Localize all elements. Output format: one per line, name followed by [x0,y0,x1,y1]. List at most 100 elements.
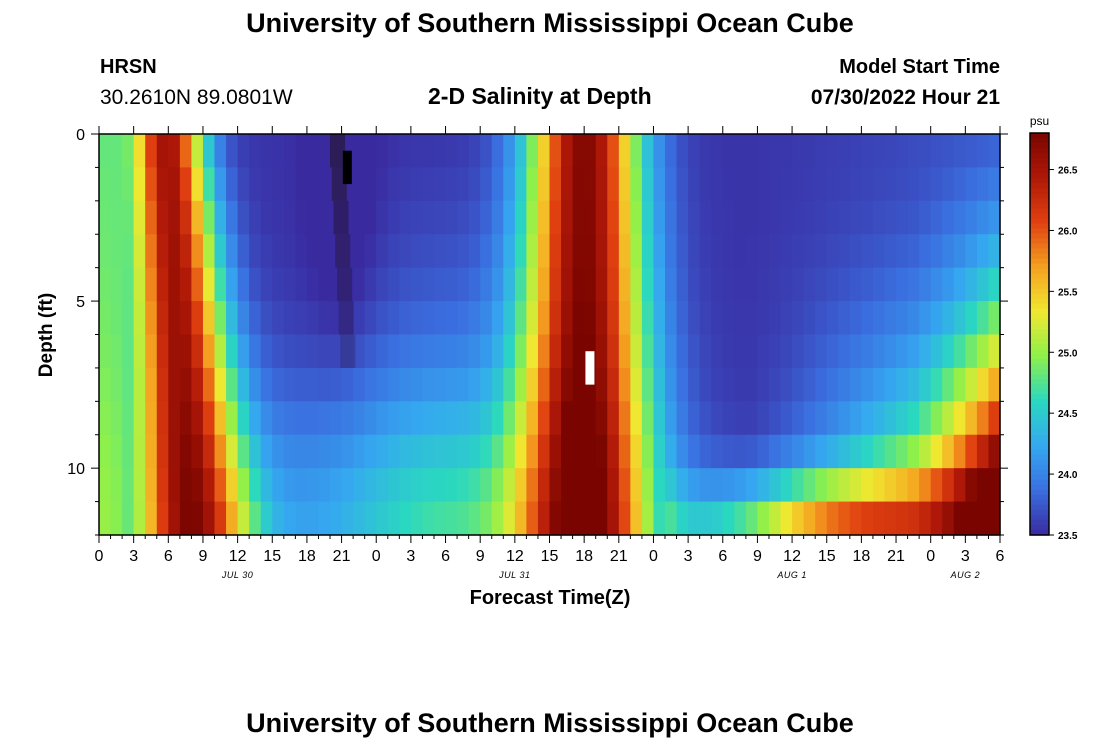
heatmap-cell [168,434,181,469]
heatmap-cells [99,134,1001,536]
x-tick-label: 3 [129,548,138,565]
heatmap-cell [630,301,643,336]
colorbar-segment [1030,514,1049,521]
heatmap-cell [618,234,631,269]
heatmap-cell [549,267,562,302]
heatmap-cell [376,501,389,536]
heatmap-cell [711,334,724,369]
heatmap-cell [838,434,851,469]
heatmap-cell [896,134,909,169]
heatmap-cell [745,200,759,235]
heatmap-cell [306,234,320,269]
heatmap-cell [480,434,493,469]
heatmap-cell [549,501,562,536]
model-start-time: 07/30/2022 Hour 21 [810,86,1000,109]
heatmap-cell [353,267,366,302]
heatmap-cell [526,334,539,369]
heatmap-cell [468,167,481,202]
heatmap-cell [872,367,886,402]
heatmap-cell [930,134,943,169]
heatmap-cell [249,167,262,202]
plot-title: 2-D Salinity at Depth [428,83,652,109]
heatmap-cell [861,367,874,402]
heatmap-cell [526,367,539,402]
colorbar-segment [1030,509,1049,516]
heatmap-cell [688,501,701,536]
heatmap-cell [433,468,447,503]
colorbar-segment [1030,409,1049,416]
heatmap-cell [537,367,551,402]
heatmap-cell [792,167,805,202]
heatmap-cell [364,401,377,436]
heatmap-cell [792,301,805,336]
heatmap-cell [676,134,689,169]
heatmap-cell [780,301,793,336]
heatmap-cell [399,200,412,235]
heatmap-cell [722,301,735,336]
heatmap-cell [849,401,862,436]
heatmap-cell [341,301,354,336]
heatmap-cell [711,134,724,169]
low-salinity-band [340,334,356,368]
colorbar-tick-label: 24.0 [1058,470,1078,481]
heatmap-cell [953,234,966,269]
heatmap-cell [838,200,851,235]
heatmap-cell [156,301,169,336]
heatmap-cell [537,501,551,536]
heatmap-cell [399,267,412,302]
colorbar-segment [1030,318,1049,325]
heatmap-cell [953,334,966,369]
heatmap-cell [260,167,273,202]
heatmap-cell [665,334,678,369]
heatmap-cell [618,501,631,536]
colorbar-frame [1029,132,1050,536]
heatmap-cell [295,134,308,169]
colorbar-segment [1030,334,1049,340]
heatmap-cell [872,234,886,269]
heatmap-cell [699,134,712,169]
heatmap-cell [838,468,851,503]
heatmap-cell [803,334,816,369]
colorbar-segment [1030,454,1049,461]
heatmap-cell [688,334,701,369]
x-tick-label: 18 [575,548,593,565]
heatmap-cell [260,200,273,235]
colorbar-segment [1030,313,1049,320]
heatmap-cell [572,501,585,536]
heatmap-cell [353,167,366,202]
colorbar-segment [1030,354,1049,360]
heatmap-cell [872,301,886,336]
heatmap-cell [919,134,932,169]
heatmap-cell [618,301,631,336]
heatmap-cell [561,401,574,436]
heatmap-cell [341,334,354,369]
heatmap-cell [953,367,966,402]
heatmap-cell [838,234,851,269]
heatmap-cell [699,234,712,269]
heatmap-cell [757,301,770,336]
colorbar-tick-label: 26.0 [1058,226,1078,237]
heatmap-cell [318,267,331,302]
heatmap-cell [306,468,320,503]
heatmap-cell [826,134,839,169]
heatmap-cell [942,301,955,336]
heatmap-cell [711,234,724,269]
heatmap-cell [353,234,366,269]
heatmap-cell [803,301,816,336]
heatmap-cell [907,167,920,202]
y-tick-label: 10 [67,461,85,478]
heatmap-cell [353,134,366,169]
heatmap-cell [237,501,250,536]
heatmap-cell [387,267,400,302]
heatmap-cell [618,434,631,469]
heatmap-cell [214,234,227,269]
heatmap-cell [306,301,320,336]
heatmap-cell [826,267,839,302]
heatmap-cell [653,334,666,369]
heatmap-cell [919,401,932,436]
heatmap-cell [364,334,377,369]
heatmap-cell [226,401,239,436]
heatmap-cell [537,234,551,269]
heatmap-cell [641,267,655,302]
colorbar-segment [1030,223,1049,230]
